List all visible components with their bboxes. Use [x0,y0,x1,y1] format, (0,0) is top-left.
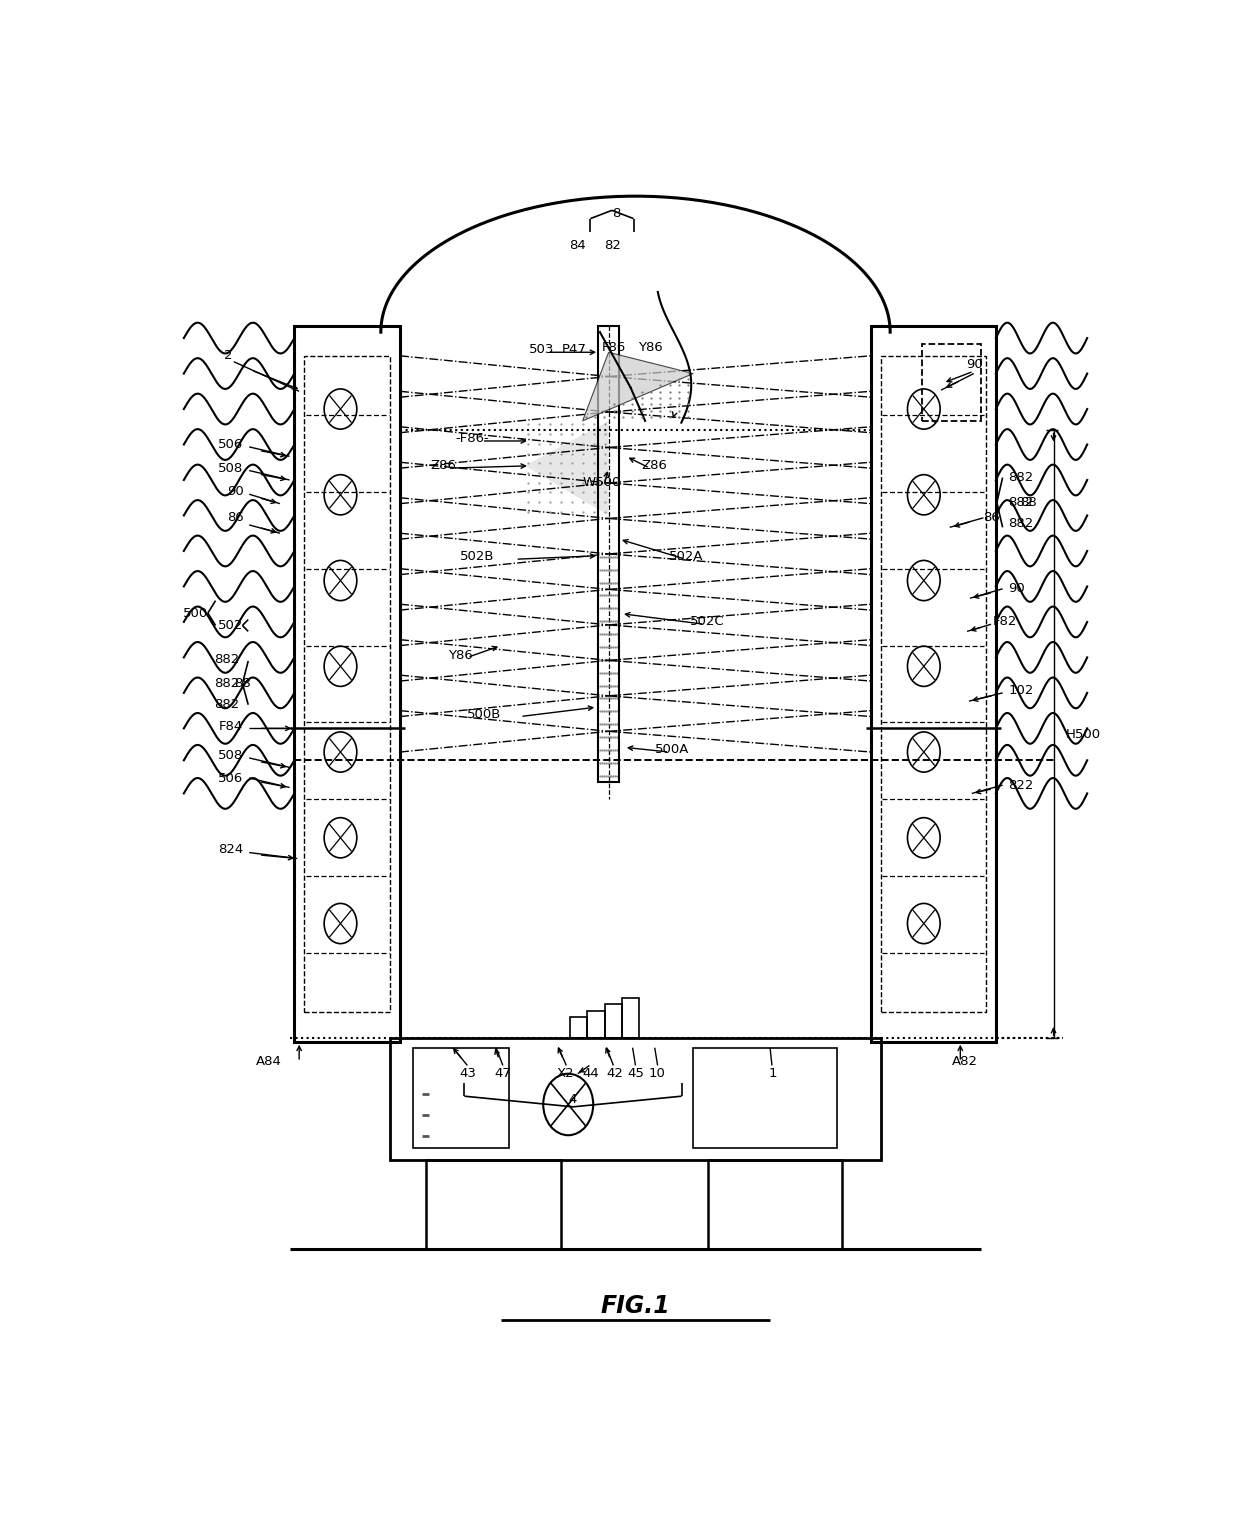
Text: 500B: 500B [466,708,501,720]
Text: 502B: 502B [460,550,495,564]
Text: -F86-: -F86- [455,432,489,445]
Text: 90: 90 [966,358,983,370]
Bar [570,1017,588,1038]
Text: 10: 10 [649,1068,665,1080]
Text: 882: 882 [1008,472,1034,484]
Bar [598,326,619,782]
Polygon shape [525,421,609,516]
Text: 508: 508 [218,462,243,475]
Text: 500A: 500A [655,743,689,756]
Bar [870,326,996,1041]
Bar [391,1038,880,1160]
Bar [880,356,986,1012]
Text: F86: F86 [601,341,625,353]
Bar [622,998,640,1038]
Text: 882: 882 [215,653,239,667]
Text: 502A: 502A [670,550,703,564]
Polygon shape [583,352,693,421]
Bar [304,356,391,1012]
Bar [427,1160,560,1249]
Text: 102: 102 [1008,684,1034,697]
Text: 882: 882 [1008,496,1034,508]
Bar [588,1011,605,1038]
Bar [921,344,982,421]
Text: Z86: Z86 [642,459,667,472]
Text: 506: 506 [218,438,243,452]
Text: 822: 822 [1008,779,1034,791]
Text: 503: 503 [528,344,554,356]
Text: 8: 8 [613,207,620,220]
Text: 90: 90 [1008,582,1025,596]
Text: 42: 42 [606,1068,622,1080]
Text: 86: 86 [227,511,243,524]
Text: 882: 882 [215,677,239,690]
Text: 88: 88 [234,677,250,690]
Text: 824: 824 [218,843,243,856]
Text: W500: W500 [583,476,621,488]
Bar [294,326,401,1041]
Text: Z86: Z86 [430,459,456,472]
Text: 882: 882 [215,699,239,711]
Text: H500: H500 [1066,728,1101,740]
Bar [605,1005,622,1038]
Text: 2: 2 [223,349,232,362]
Text: 500: 500 [182,607,208,621]
Text: 882: 882 [1008,518,1034,530]
Text: 1: 1 [769,1068,777,1080]
Bar [693,1048,837,1149]
Text: 506: 506 [218,771,243,785]
Text: A84: A84 [255,1055,281,1069]
Text: 86: 86 [983,511,1001,524]
Text: 502: 502 [218,619,243,631]
Text: P47: P47 [562,344,587,356]
Text: 43: 43 [459,1068,476,1080]
Text: 502C: 502C [691,616,725,628]
Text: A82: A82 [952,1055,978,1069]
Bar [413,1048,508,1149]
Text: X2: X2 [557,1068,574,1080]
Text: 90: 90 [227,485,243,498]
Bar [708,1160,842,1249]
Text: 44: 44 [582,1068,599,1080]
Text: 88: 88 [1019,496,1037,508]
Text: 84: 84 [569,240,587,252]
Text: 4: 4 [569,1094,578,1106]
Text: 47: 47 [495,1068,511,1080]
Text: 508: 508 [218,750,243,762]
Text: 82: 82 [604,240,621,252]
Text: FIG.1: FIG.1 [600,1293,671,1318]
Text: F82: F82 [993,616,1017,628]
Text: Y86: Y86 [639,341,663,353]
Text: Y86: Y86 [448,648,472,662]
Text: F84: F84 [219,719,243,733]
Text: 45: 45 [627,1068,644,1080]
